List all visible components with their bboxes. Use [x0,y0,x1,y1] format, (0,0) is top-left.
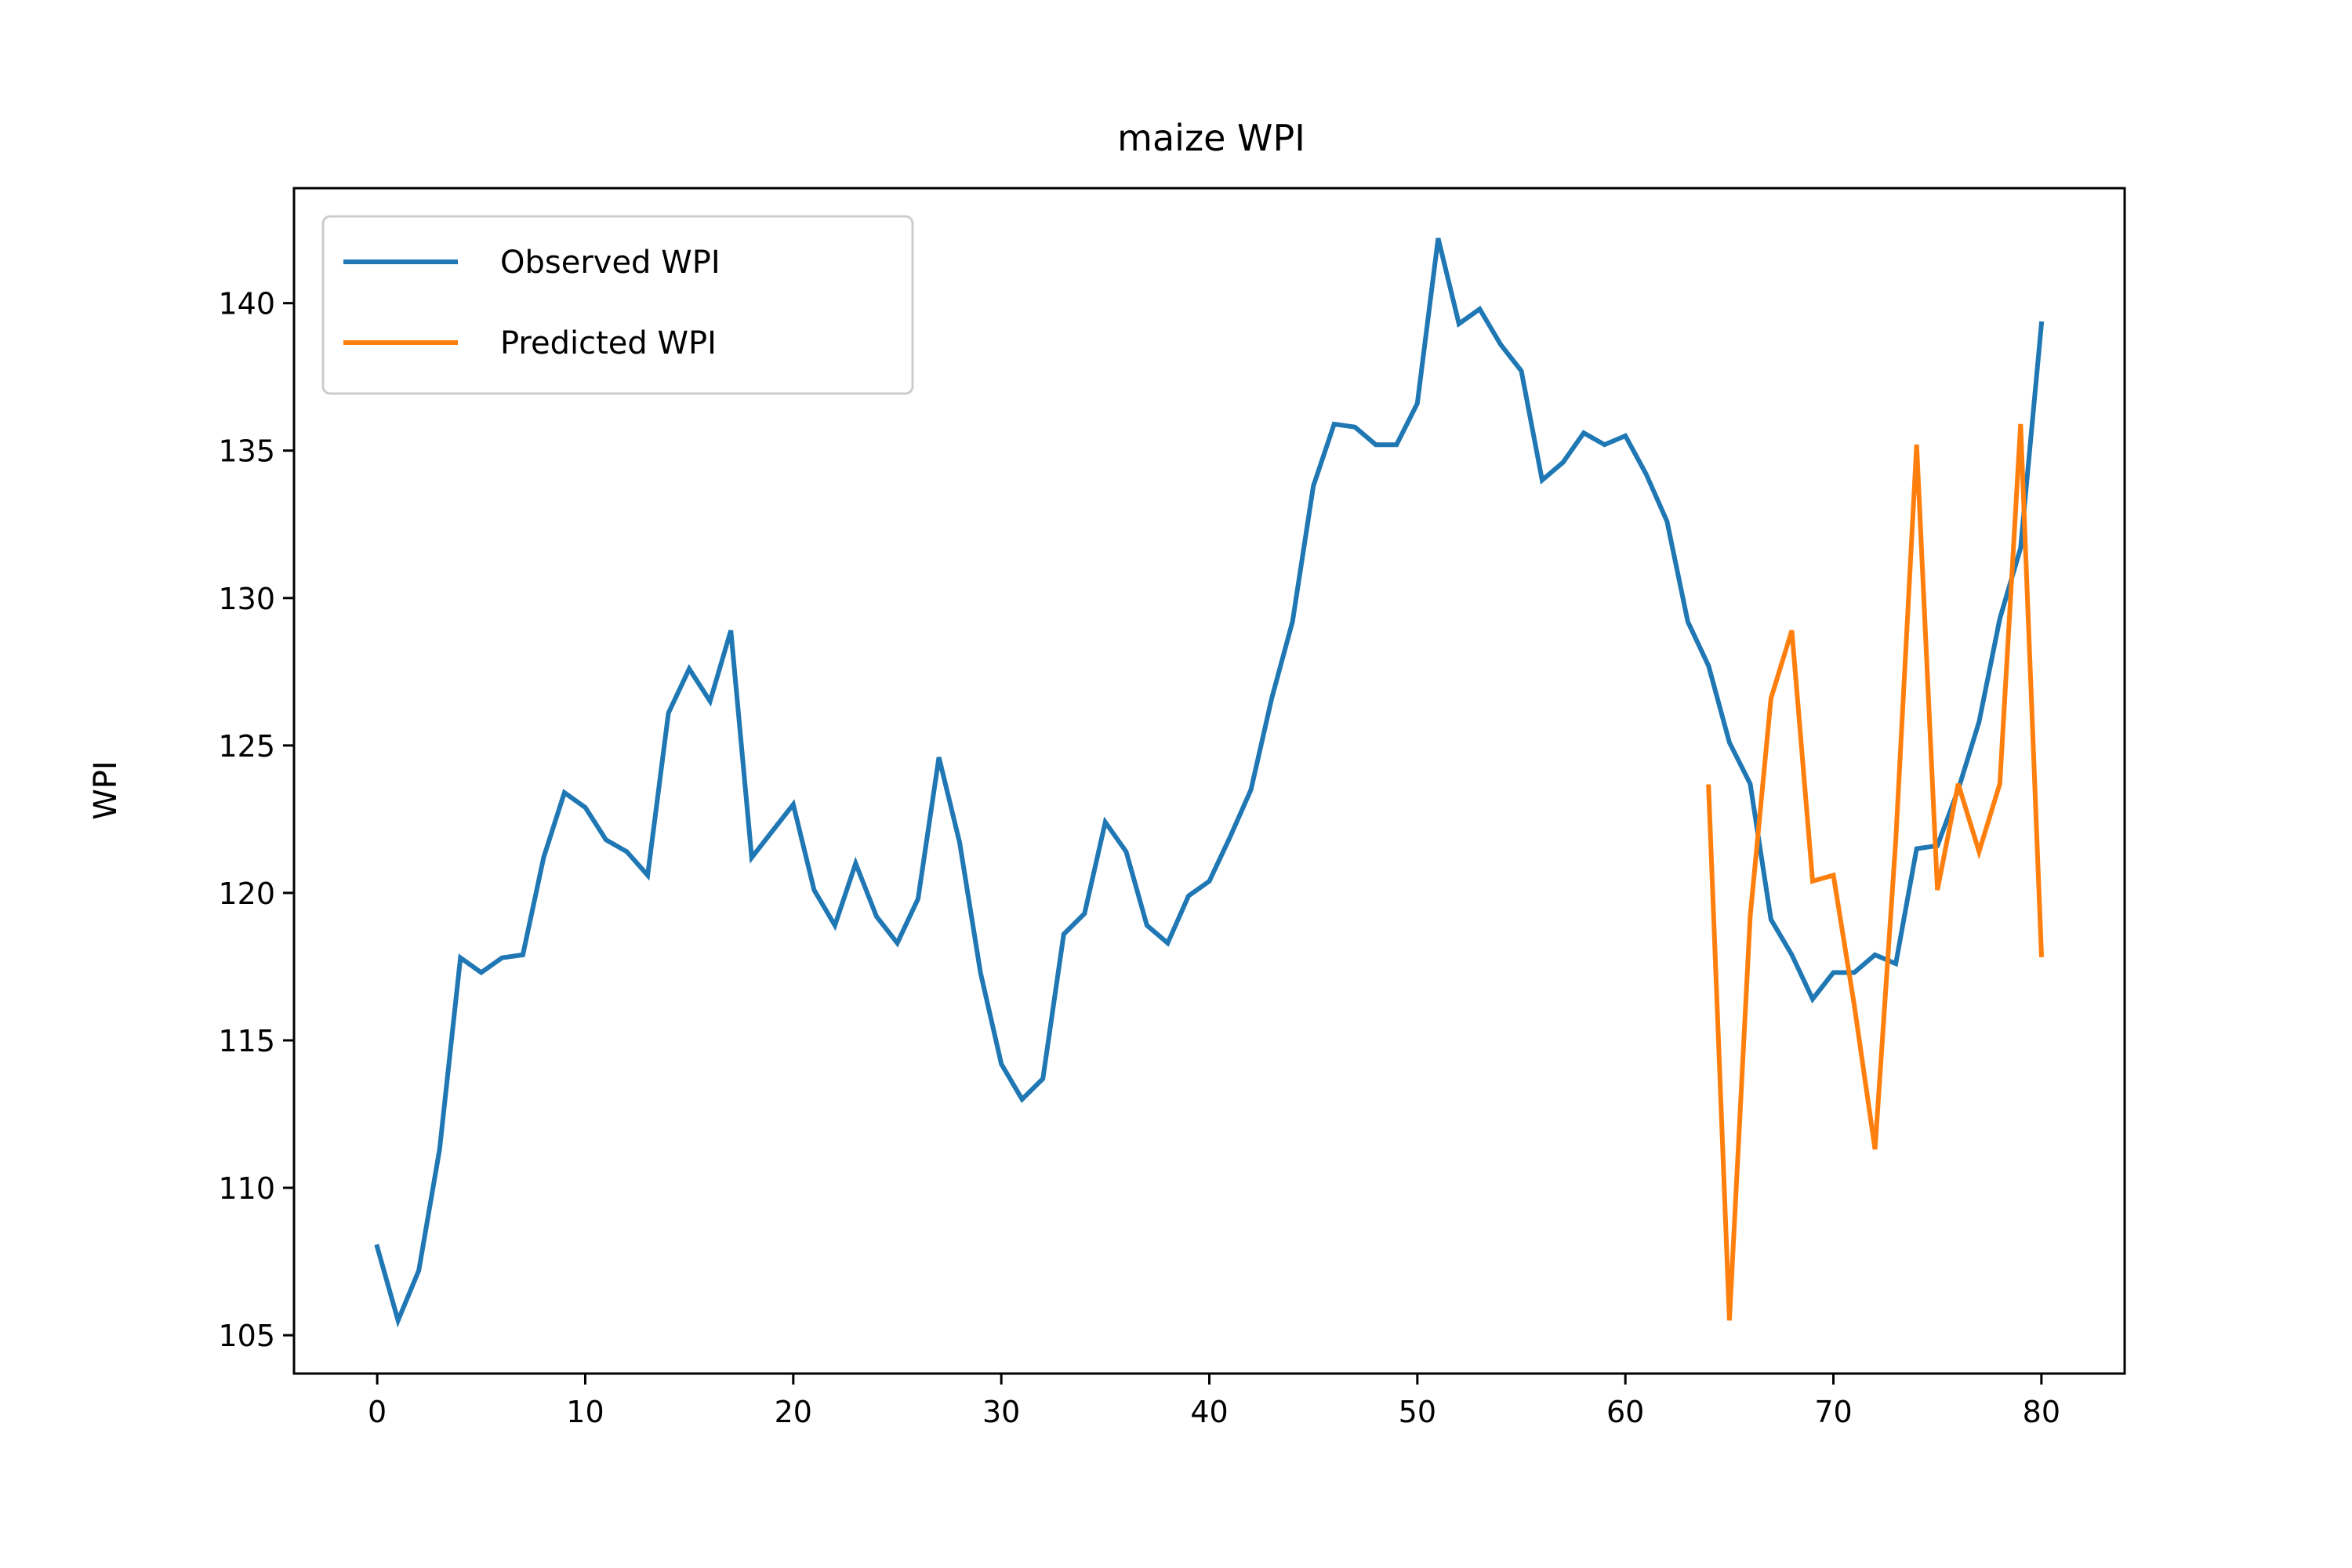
x-tick-label: 0 [368,1395,387,1429]
x-tick-label: 30 [982,1395,1020,1429]
y-tick-label: 125 [218,729,275,764]
chart-title: maize WPI [1117,117,1305,159]
y-axis: 105 110 115 120 125 130 135 140 [218,287,294,1353]
x-tick-label: 20 [775,1395,812,1429]
legend: Observed WPI Predicted WPI [321,215,914,395]
legend-box [321,215,914,395]
y-tick-label: 130 [218,582,275,616]
y-tick-label: 105 [218,1319,275,1353]
x-tick-label: 60 [1606,1395,1644,1429]
y-tick-label: 140 [218,287,275,321]
x-tick-label: 40 [1190,1395,1228,1429]
series-line-observed [374,238,2045,1328]
y-axis-label: WPI [88,760,124,819]
y-tick-label: 135 [218,434,275,469]
x-tick-label: 50 [1399,1395,1436,1429]
series-line-predicted [1706,423,2045,1321]
axes-frame [292,187,2126,1375]
y-tick-label: 115 [218,1024,275,1058]
plot-area [374,238,2045,1328]
legend-entry-label: Observed WPI [500,245,720,281]
x-axis: 0 10 20 30 40 50 60 70 80 [368,1374,2060,1429]
y-tick-label: 110 [218,1171,275,1206]
x-tick-label: 70 [1814,1395,1852,1429]
y-tick-label: 120 [218,877,275,911]
legend-entry-label: Predicted WPI [500,325,717,361]
x-tick-label: 10 [566,1395,604,1429]
x-tick-label: 80 [2023,1395,2060,1429]
